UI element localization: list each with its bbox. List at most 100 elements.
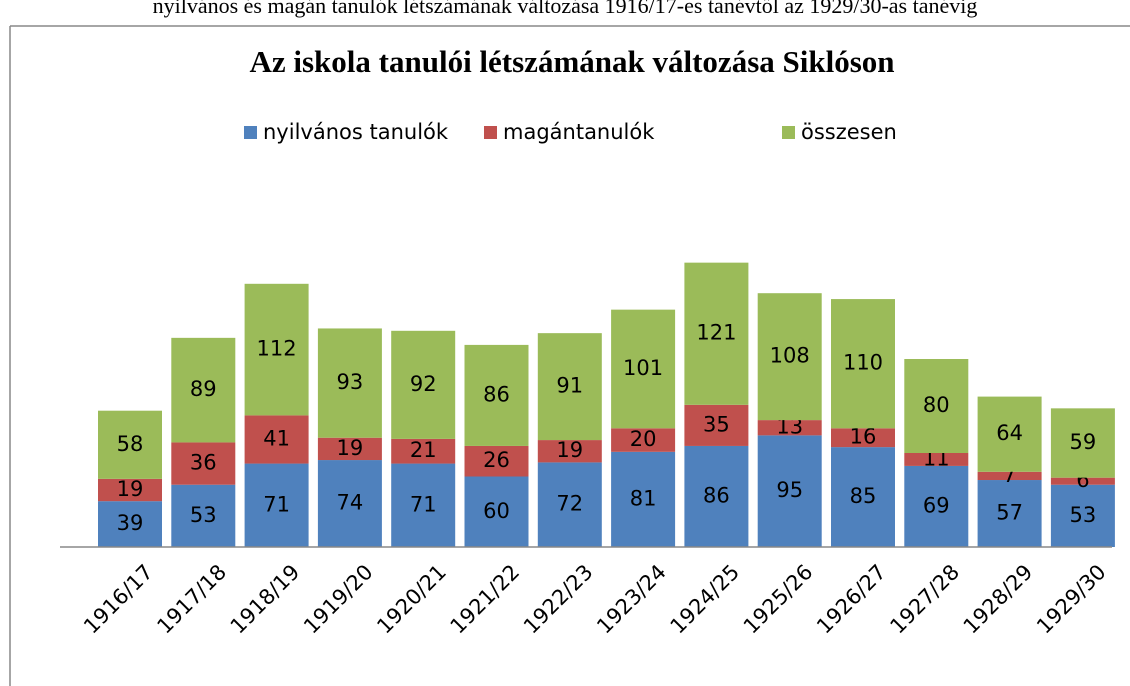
bar-segment — [171, 442, 236, 485]
bar-segment — [391, 330, 456, 439]
data-label: 74 — [337, 491, 364, 515]
bar-segment — [98, 478, 162, 502]
data-label: 80 — [923, 393, 950, 417]
data-label: 19 — [556, 438, 583, 462]
bar-segment — [244, 283, 309, 416]
x-tick-label: 1921/22 — [446, 560, 525, 639]
data-label: 112 — [257, 337, 297, 361]
data-label: 93 — [337, 370, 364, 394]
x-tick-label: 1923/24 — [592, 560, 671, 639]
bar-segment — [244, 415, 309, 464]
data-label: 53 — [190, 503, 217, 527]
bar-segment — [684, 445, 749, 547]
bar-segment — [831, 447, 895, 547]
bar-segment — [831, 299, 895, 429]
data-label: 39 — [117, 511, 144, 535]
data-label: 95 — [776, 478, 803, 502]
bar-segment — [1050, 484, 1115, 547]
data-label: 19 — [337, 436, 364, 460]
data-label: 92 — [410, 372, 437, 396]
data-label: 91 — [556, 374, 583, 398]
bar-segment — [977, 396, 1042, 472]
bar-segment — [537, 462, 602, 547]
data-label: 81 — [630, 486, 657, 510]
data-label: 101 — [623, 356, 663, 380]
x-tick-label: 1929/30 — [1032, 560, 1111, 639]
data-label: 20 — [630, 427, 657, 451]
bar-segment — [464, 344, 529, 446]
bar-segment — [611, 309, 676, 429]
x-tick-label: 1925/26 — [739, 560, 818, 639]
legend-swatch — [244, 126, 257, 139]
data-label: 64 — [996, 421, 1023, 445]
legend-label: összesen — [801, 120, 897, 144]
bar-segment — [317, 460, 382, 547]
data-label: 85 — [850, 484, 877, 508]
bar-segment — [1050, 477, 1115, 485]
bar-segment — [1050, 408, 1115, 478]
data-label: 57 — [996, 501, 1023, 525]
bar-segment — [317, 437, 382, 461]
data-label: 60 — [483, 499, 510, 523]
bar-segment — [904, 359, 969, 453]
data-label: 108 — [770, 344, 810, 368]
x-tick-label: 1917/18 — [152, 560, 231, 639]
x-tick-label: 1916/17 — [79, 560, 158, 639]
legend-label: magántanulók — [503, 120, 655, 144]
bar-segment — [904, 453, 969, 466]
data-label: 71 — [263, 492, 290, 516]
bar-segment — [831, 428, 895, 448]
data-label: 86 — [703, 483, 730, 507]
bar-segment — [317, 328, 382, 438]
bar-segment — [464, 445, 529, 477]
data-label: 35 — [703, 412, 730, 436]
bar-segment — [611, 451, 676, 547]
data-label: 21 — [410, 438, 437, 462]
bar-segment — [537, 440, 602, 463]
bar-segment — [171, 337, 236, 443]
x-tick-label: 1924/25 — [666, 560, 745, 639]
data-label: 121 — [696, 321, 736, 345]
bar-segment — [611, 428, 676, 452]
bar-segment — [757, 435, 822, 547]
bar-segment — [244, 463, 309, 547]
bar-segment — [904, 465, 969, 547]
x-tick-label: 1919/20 — [299, 560, 378, 639]
bar-segment — [684, 262, 749, 405]
legend-swatch — [782, 126, 795, 139]
bar-segment — [464, 476, 529, 547]
bar-segment — [757, 420, 822, 436]
legend-swatch — [484, 126, 497, 139]
bar-segment — [391, 463, 456, 547]
x-tick-label: 1926/27 — [812, 560, 891, 639]
bar-segment — [684, 404, 749, 446]
data-label: 53 — [1070, 503, 1097, 527]
x-tick-label: 1922/23 — [519, 560, 598, 639]
x-tick-label: 1928/29 — [959, 560, 1038, 639]
data-label: 110 — [843, 351, 883, 375]
data-label: 71 — [410, 492, 437, 516]
chart-title: Az iskola tanulói létszámának változása … — [249, 44, 894, 79]
data-label: 26 — [483, 448, 510, 472]
bar-segment — [98, 501, 162, 547]
data-label: 41 — [263, 426, 290, 450]
data-label: 69 — [923, 493, 950, 517]
data-label: 86 — [483, 382, 510, 406]
data-label: 72 — [556, 492, 583, 516]
bar-segment — [977, 471, 1042, 481]
data-label: 58 — [117, 432, 144, 456]
data-label: 59 — [1070, 430, 1097, 454]
x-tick-label: 1918/19 — [226, 560, 305, 639]
caption: nyilvános és magán tanulók létszámának v… — [153, 0, 978, 18]
legend: nyilvános tanulók magántanulók összesen — [244, 120, 897, 144]
data-label: 19 — [117, 477, 144, 501]
legend-label: nyilvános tanulók — [263, 120, 449, 144]
bar-segment — [171, 484, 236, 547]
bar-segment — [391, 438, 456, 464]
data-label: 89 — [190, 377, 217, 401]
bar-segment — [537, 333, 602, 441]
x-tick-label: 1927/28 — [885, 560, 964, 639]
data-label: 36 — [190, 451, 217, 475]
data-label: 16 — [850, 425, 877, 449]
